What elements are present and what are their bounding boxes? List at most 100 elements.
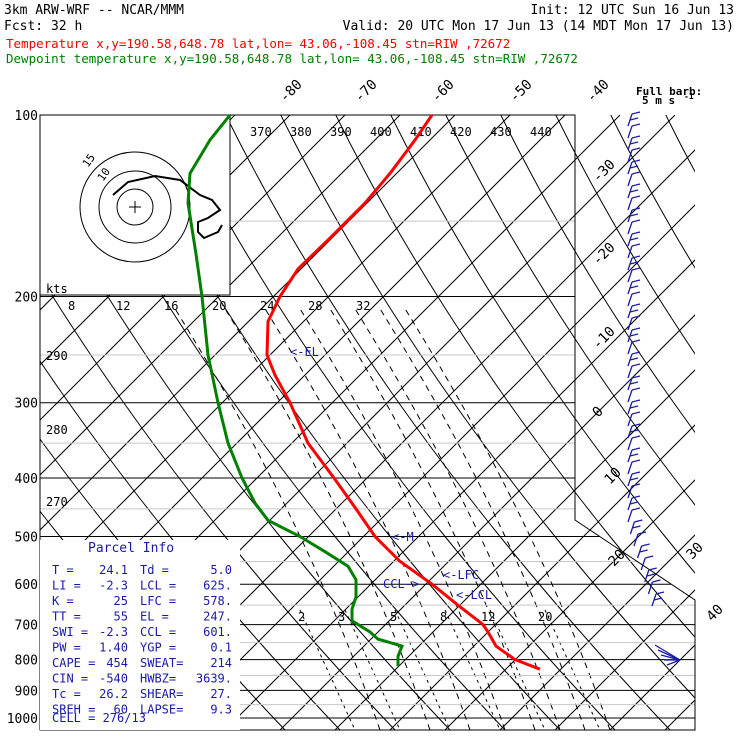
wind-barb xyxy=(640,555,654,571)
pressure-label: 600 xyxy=(15,578,38,593)
wind-barb xyxy=(627,399,641,415)
parcel-value: 454 xyxy=(106,656,128,670)
isotherm-line xyxy=(224,259,695,730)
theta-e-label: 430 xyxy=(490,125,512,139)
m-marker: <-M xyxy=(392,530,414,544)
top-temperature-label: -40 xyxy=(584,77,613,106)
dry-adiabat xyxy=(555,115,695,355)
parcel-label: SREH = xyxy=(52,703,95,717)
isotherm-line xyxy=(0,115,15,730)
pressure-label: 200 xyxy=(15,291,38,306)
wind-barb xyxy=(627,507,641,523)
wind-barb xyxy=(627,483,641,499)
theta-e-label: 380 xyxy=(290,125,312,139)
full-barb-label: Full barb: xyxy=(636,85,702,98)
parcel-label: PW = xyxy=(52,641,81,655)
wind-barb xyxy=(627,147,641,163)
moist-adiabat xyxy=(355,309,561,730)
parcel-label: LAPSE= xyxy=(140,703,183,717)
mixing-ratio-label: 5 xyxy=(390,610,397,624)
moist-adiabat xyxy=(300,309,506,730)
moist-adiabat xyxy=(405,309,611,730)
kts-label: kts xyxy=(46,282,68,296)
wind-barb xyxy=(660,654,681,661)
theta-labels: 290 280 270 xyxy=(46,349,68,509)
isotherm-line xyxy=(444,479,695,730)
theta-label: 270 xyxy=(46,495,68,509)
wind-barb xyxy=(627,387,641,403)
parcel-value: -2.3 xyxy=(99,625,128,639)
parcel-label: TT = xyxy=(52,610,81,624)
right-temperature-label: -30 xyxy=(590,157,619,186)
wind-barb xyxy=(636,543,650,559)
wind-barb xyxy=(627,243,641,259)
hodo-speed-label: 24 xyxy=(260,299,274,313)
pressure-label: 300 xyxy=(15,397,38,412)
parcel-info-table: T = 24.1 Td = 5.0 LI = -2.3 LCL = 625. K = 25 LFC … xyxy=(52,563,232,717)
wind-barb xyxy=(627,171,641,187)
wind-barb xyxy=(627,339,641,355)
wind-barb xyxy=(627,207,641,223)
isotherm-line xyxy=(664,699,695,730)
moist-adiabat xyxy=(380,309,586,730)
parcel-value: 55 xyxy=(114,610,128,624)
hodograph-trace xyxy=(112,174,223,240)
dry-adiabat xyxy=(40,274,396,730)
parcel-label: HWBZ= xyxy=(140,672,176,686)
wind-barb xyxy=(633,531,647,547)
wind-barb xyxy=(627,495,641,511)
moist-adiabat xyxy=(330,309,536,730)
parcel-label: SHEAR= xyxy=(140,687,183,701)
parcel-value: 1.40 xyxy=(99,641,128,655)
wind-barb xyxy=(644,567,657,583)
top-temperature-label: -50 xyxy=(507,77,536,106)
isotherm-line xyxy=(720,115,740,730)
dry-adiabat xyxy=(445,115,695,506)
full-barb-unit: 5 m s xyxy=(642,94,675,107)
mixing-ratio-label: 8 xyxy=(440,610,447,624)
hodo-speed-label: 32 xyxy=(356,299,370,313)
parcel-label: Tc = xyxy=(52,687,81,701)
wind-barb xyxy=(627,267,641,283)
wind-barb xyxy=(627,411,641,427)
right-temperature-label: -10 xyxy=(590,324,619,353)
pressure-label: 1000 xyxy=(7,712,38,727)
mixing-ratio-labels: 2 3 5 8 12 20 xyxy=(298,610,552,624)
hodo-ring-10 xyxy=(98,170,172,244)
parcel-value: 625. xyxy=(203,579,232,593)
wind-barb xyxy=(627,255,641,271)
mixing-ratio-line xyxy=(344,609,401,730)
pressure-label: 800 xyxy=(15,654,38,669)
wind-barb xyxy=(627,435,641,451)
parcel-label: CIN = xyxy=(52,672,88,686)
wind-barb xyxy=(627,423,641,439)
parcel-label: LFC = xyxy=(140,594,176,608)
wind-barb xyxy=(627,159,641,175)
wind-barb xyxy=(627,183,641,199)
pressure-axis: 100 200 300 400 500 600 700 800 900 1000 xyxy=(7,109,38,727)
wind-barb xyxy=(627,291,641,307)
wind-barb xyxy=(627,363,641,379)
wind-barb xyxy=(651,591,665,607)
parcel-value: 26.2 xyxy=(99,687,128,701)
parcel-value: 0.1 xyxy=(210,641,232,655)
wind-barb xyxy=(627,351,641,367)
isotherm-line xyxy=(334,369,695,730)
hodo-speed-label: 16 xyxy=(164,299,178,313)
ccl-marker: CCL-> xyxy=(383,577,419,591)
dry-adiabat xyxy=(721,115,740,730)
parcel-value: 247. xyxy=(203,610,232,624)
theta-e-labels: 370 380 390 400 410 420 430 440 xyxy=(250,125,552,139)
moist-adiabat xyxy=(225,309,431,730)
dry-adiabat xyxy=(390,115,695,574)
wind-barb xyxy=(666,659,681,666)
dry-adiabat xyxy=(40,360,341,730)
valid-time: Valid: 20 UTC Mon 17 Jun 13 (14 MDT Mon … xyxy=(343,19,734,34)
parcel-label: Td = xyxy=(140,563,169,577)
moist-adiabat-lines xyxy=(175,309,611,730)
isotherm-line xyxy=(554,589,695,730)
wind-barbs xyxy=(627,111,681,666)
wind-barb xyxy=(627,327,641,343)
wind-barb xyxy=(627,219,641,235)
